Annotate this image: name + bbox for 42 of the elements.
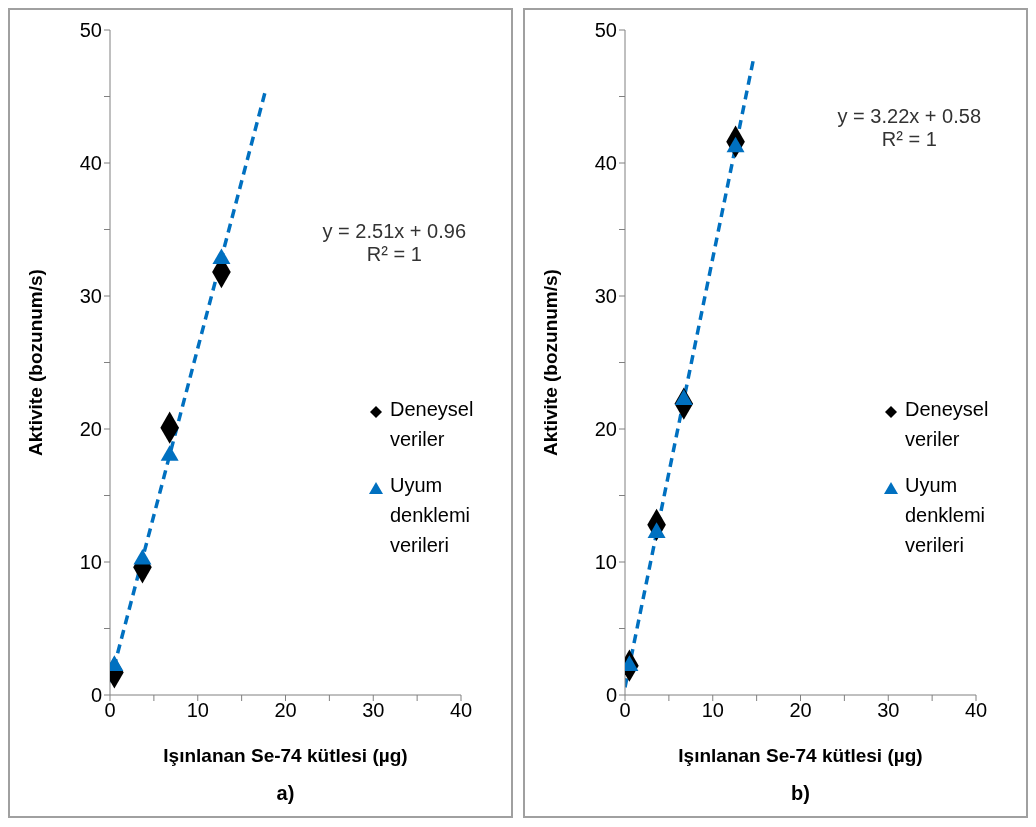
- legend-label: Deneysel veriler: [905, 397, 990, 452]
- point: [133, 548, 152, 565]
- y-axis-title: Aktivite (bozunum/s): [24, 269, 46, 456]
- point: [647, 522, 666, 538]
- legend-label: Deneysel veriler: [390, 397, 475, 452]
- point: [212, 248, 231, 264]
- x-tick-label: 30: [877, 699, 900, 722]
- legend-label: Uyum denklemi verileri: [390, 473, 472, 558]
- annotation: y = 3.22x + 0.58: [837, 105, 981, 128]
- annotation: R² = 1: [880, 128, 938, 151]
- y-tick-label: 40: [79, 152, 102, 175]
- y-tick-label: 50: [79, 19, 102, 42]
- y-tick-label: 30: [79, 285, 102, 308]
- y-tick-label: 20: [594, 418, 617, 441]
- point: [726, 136, 745, 153]
- x-tick-label: 10: [701, 699, 724, 722]
- annotation: R² = 1: [365, 243, 423, 266]
- x-tick-label: 0: [104, 699, 116, 722]
- y-tick-label: 20: [79, 418, 102, 441]
- legend-label: Uyum denklemi verileri: [905, 473, 987, 558]
- y-tick-label: 0: [605, 684, 617, 707]
- text: a): [275, 782, 296, 805]
- x-tick-label: 40: [964, 699, 988, 722]
- x-tick-label: 40: [449, 699, 473, 722]
- text: b): [790, 782, 811, 805]
- x-tick-label: 10: [186, 699, 209, 722]
- x-tick-label: 0: [619, 699, 631, 722]
- point: [160, 445, 179, 461]
- y-tick-label: 30: [594, 285, 617, 308]
- y-tick-label: 40: [594, 152, 617, 175]
- y-tick-label: 10: [594, 551, 617, 574]
- x-tick-label: 20: [274, 699, 297, 722]
- x-tick-label: 30: [362, 699, 385, 722]
- y-tick-label: 10: [79, 551, 102, 574]
- y-tick-label: 50: [594, 19, 617, 42]
- point: [674, 389, 693, 405]
- y-axis-title: Aktivite (bozunum/s): [539, 269, 561, 456]
- annotation: y = 2.51x + 0.96: [322, 220, 466, 243]
- x-axis-title: Işınlanan Se-74 kütlesi (µg): [678, 745, 923, 766]
- x-axis-title: Işınlanan Se-74 kütlesi (µg): [163, 745, 408, 766]
- y-tick-label: 0: [90, 684, 102, 707]
- x-tick-label: 20: [789, 699, 812, 722]
